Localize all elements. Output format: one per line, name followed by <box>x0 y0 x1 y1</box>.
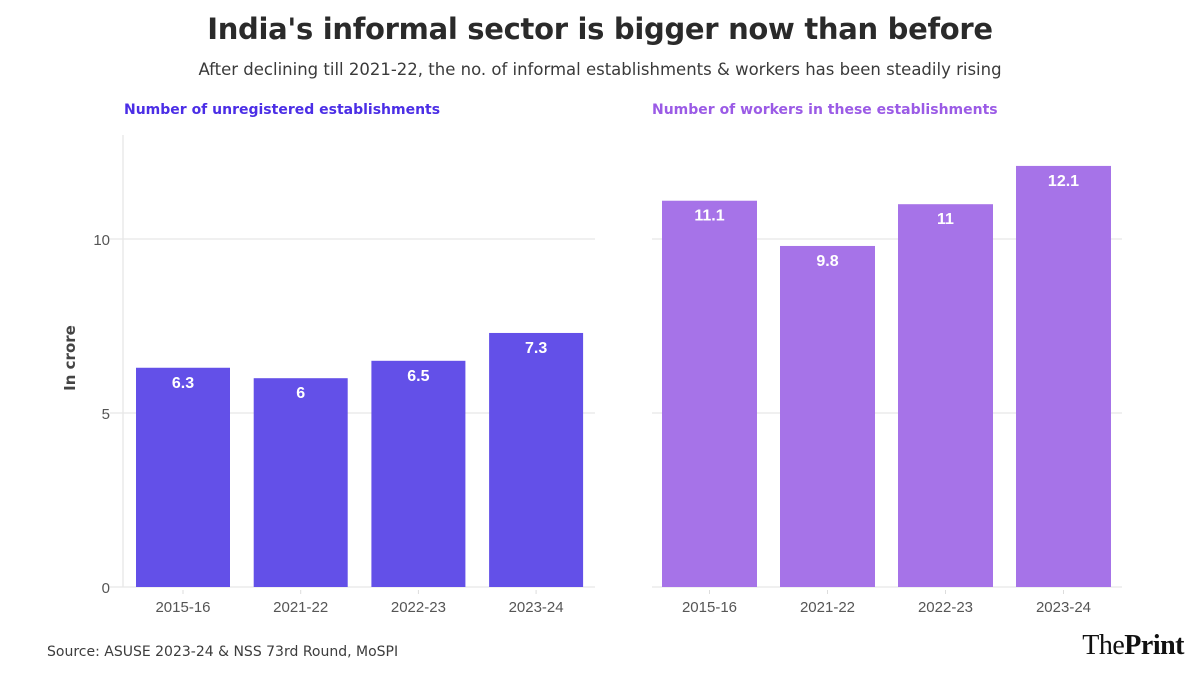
left-panel-title: Number of unregistered establishments <box>124 102 441 118</box>
chart-title: India's informal sector is bigger now th… <box>207 12 993 46</box>
logo-the: The <box>1082 630 1125 661</box>
data-label: 11 <box>937 211 954 228</box>
x-tick-label: 2023-24 <box>509 599 564 616</box>
x-tick-label: 2015-16 <box>682 599 737 616</box>
x-tick-label: 2023-24 <box>1036 599 1091 616</box>
x-tick-label: 2022-23 <box>918 599 973 616</box>
bar-2015-16 <box>662 200 757 587</box>
y-axis-title: In crore <box>61 325 79 391</box>
x-tick-label: 2015-16 <box>155 599 210 616</box>
y-tick-label: 0 <box>102 580 110 597</box>
data-label: 6.5 <box>407 368 429 385</box>
data-label: 12.1 <box>1048 173 1079 190</box>
bar-2021-22 <box>253 378 348 587</box>
data-label: 11.1 <box>694 208 724 225</box>
bar-2022-23 <box>371 360 466 587</box>
bar-2021-22 <box>780 245 875 587</box>
x-tick-label: 2022-23 <box>391 599 446 616</box>
y-tick-label: 10 <box>93 232 110 249</box>
x-tick-label: 2021-22 <box>800 599 855 616</box>
data-label: 9.8 <box>816 253 838 270</box>
data-label: 6.3 <box>172 375 194 392</box>
bar-2015-16 <box>136 367 230 587</box>
bar-2023-24 <box>489 332 584 587</box>
data-label: 6 <box>296 385 305 402</box>
source-note: Source: ASUSE 2023-24 & NSS 73rd Round, … <box>47 644 399 660</box>
bar-2023-24 <box>1016 165 1111 588</box>
data-label: 7.3 <box>525 340 547 357</box>
chart-subtitle: After declining till 2021-22, the no. of… <box>198 60 1002 79</box>
bar-2022-23 <box>898 204 993 587</box>
logo-print: Print <box>1124 630 1184 661</box>
x-tick-label: 2021-22 <box>273 599 328 616</box>
theprint-logo: ThePrint <box>1082 630 1184 662</box>
y-tick-label: 5 <box>102 406 110 423</box>
right-panel-title: Number of workers in these establishment… <box>652 102 998 118</box>
